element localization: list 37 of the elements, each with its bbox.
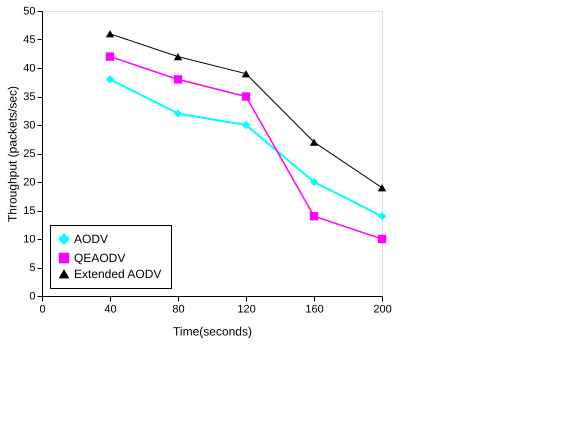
x-axis-title: Time(seconds) [173, 324, 252, 338]
point [106, 30, 114, 38]
x-tick-label: 80 [172, 304, 185, 316]
y-axis-title: Throughput (packets/sec) [5, 86, 20, 222]
x-tick-label: 120 [237, 304, 256, 316]
y-tick-label: 50 [23, 6, 36, 18]
y-tick-label: 30 [23, 120, 36, 132]
y-tick-label: 10 [23, 234, 36, 246]
y-tick-label: 20 [23, 176, 36, 188]
y-tick-label: 45 [23, 34, 36, 46]
y-tick-label: 0 [29, 290, 36, 302]
point [310, 212, 318, 220]
legend-label: Extended AODV [74, 267, 162, 281]
point [242, 92, 250, 101]
point [378, 212, 386, 220]
point [106, 52, 114, 61]
x-tick-label: 0 [39, 304, 46, 316]
y-tick-label: 40 [23, 62, 36, 74]
y-tick-label: 15 [23, 205, 36, 217]
x-tick-label: 40 [104, 304, 117, 316]
point [378, 184, 386, 192]
legend-label: AODV [74, 232, 108, 246]
point [310, 178, 318, 186]
point [174, 109, 182, 118]
point [242, 70, 250, 78]
point [310, 138, 318, 146]
point [378, 234, 386, 244]
point [174, 52, 182, 60]
point [242, 120, 250, 130]
y-tick-label: 5 [29, 262, 36, 274]
y-tick-label: 25 [23, 148, 36, 160]
y-tick-label: 35 [23, 91, 36, 103]
x-tick-label: 200 [373, 304, 392, 316]
x-tick-label: 160 [305, 304, 324, 316]
legend-label: QEAODV [74, 251, 126, 265]
point [106, 75, 114, 84]
point [174, 75, 182, 84]
